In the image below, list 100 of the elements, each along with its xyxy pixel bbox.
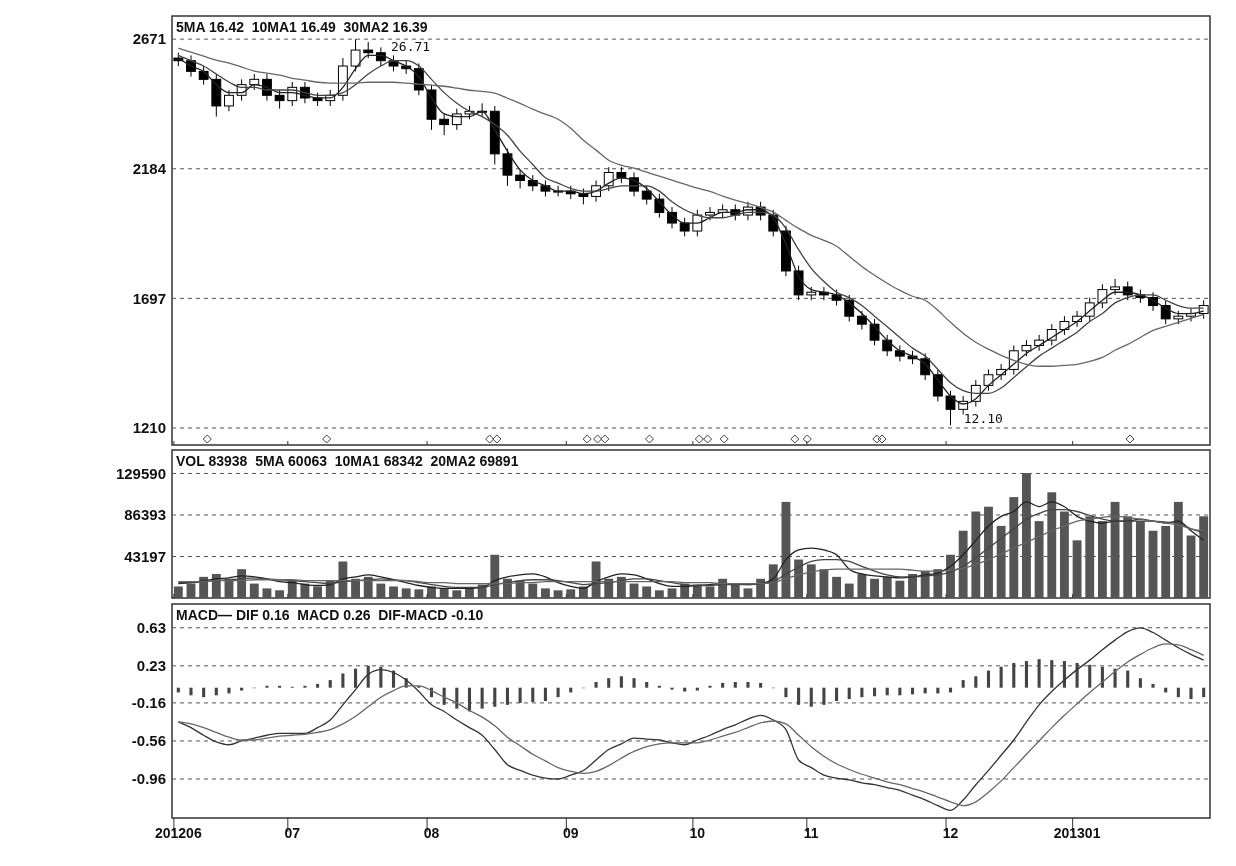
bar (616, 576, 626, 598)
x-tick-label: 201301 (1053, 825, 1101, 841)
bar (300, 583, 310, 598)
bar (452, 590, 462, 598)
bar (313, 586, 322, 598)
bar (645, 681, 649, 688)
bar (240, 687, 244, 691)
bar (594, 681, 598, 688)
bar (316, 683, 320, 688)
bar (721, 682, 725, 688)
bar (705, 586, 715, 598)
x-tick-label: 07 (284, 825, 301, 841)
bar (809, 687, 813, 707)
bar (543, 687, 547, 702)
bar (632, 678, 636, 688)
bar (860, 687, 864, 698)
y-tick-label: 1697 (132, 289, 166, 307)
y-tick-label: -0.96 (131, 770, 166, 788)
bar (328, 680, 332, 688)
bar (556, 687, 560, 698)
y-tick-label: 2184 (132, 160, 167, 178)
x-tick-label: 11 (803, 825, 819, 841)
bar (518, 687, 522, 703)
annotation: 12.10 (963, 411, 1003, 427)
x-tick-label: 08 (423, 825, 440, 841)
bar (730, 584, 740, 598)
bar (695, 687, 699, 691)
y-tick-label: 129590 (115, 464, 166, 482)
y-tick-label: 0.23 (136, 657, 166, 675)
bar (797, 687, 801, 705)
x-tick-label: 09 (562, 825, 579, 841)
bar (743, 588, 753, 598)
bar (683, 687, 687, 692)
y-tick-label: -0.56 (131, 732, 166, 750)
chart-title: 5MA 16.42 10MA1 16.49 30MA2 16.39 (176, 19, 428, 35)
bar (835, 687, 839, 702)
bar (1024, 661, 1028, 688)
candlestick (1110, 278, 1120, 296)
bar (1176, 687, 1180, 698)
bar (379, 666, 383, 688)
candlestick (641, 185, 652, 205)
bar (528, 583, 538, 598)
bar (376, 583, 386, 598)
bar (199, 576, 209, 598)
bar (607, 678, 611, 688)
candlestick (869, 318, 880, 346)
bar (541, 588, 550, 598)
bar (202, 687, 206, 698)
bar (844, 583, 854, 598)
bar (642, 586, 652, 598)
bar (733, 681, 737, 688)
candlestick (856, 310, 867, 330)
candlestick (793, 265, 804, 301)
y-tick-label: 86393 (124, 506, 166, 524)
bar (1075, 662, 1079, 688)
candlestick (198, 65, 209, 86)
bar (847, 687, 851, 700)
x-tick-label: 12 (942, 825, 959, 841)
candlestick (224, 89, 234, 112)
bar (515, 580, 525, 598)
bar (414, 589, 424, 598)
y-tick-label: -0.16 (131, 694, 166, 712)
bar (493, 687, 497, 707)
x-tick-label: 10 (689, 825, 706, 841)
bar (806, 564, 816, 598)
bar (173, 586, 183, 598)
bar (819, 569, 829, 598)
bar (1050, 660, 1054, 688)
y-tick-label: 0.63 (136, 619, 166, 637)
bar (1151, 683, 1155, 688)
bar (961, 680, 965, 688)
bar (822, 687, 826, 705)
candlestick (844, 294, 855, 323)
bar (1088, 664, 1092, 688)
candlestick (945, 390, 956, 426)
bar (338, 561, 348, 598)
bar (986, 670, 991, 688)
candlestick (439, 113, 450, 136)
bar (1138, 678, 1142, 688)
bar (895, 580, 905, 598)
bar (784, 687, 788, 698)
bar (341, 673, 345, 688)
bar (1012, 662, 1016, 688)
bar (857, 573, 867, 598)
candlestick (1059, 315, 1070, 336)
bar (351, 578, 360, 598)
bar (654, 590, 664, 598)
bar (189, 687, 193, 696)
bar (1202, 687, 1206, 698)
bar (870, 578, 879, 598)
candlestick (705, 206, 715, 221)
candlestick (515, 169, 526, 189)
candlestick (882, 334, 893, 357)
bar (756, 578, 766, 598)
candlestick (502, 148, 513, 187)
bar (794, 559, 804, 598)
chart-title: VOL 83938 5MA 60063 10MA1 68342 20MA2 69891 (176, 453, 519, 469)
bar (275, 590, 285, 598)
candlestick (350, 38, 361, 72)
bar (566, 589, 576, 598)
